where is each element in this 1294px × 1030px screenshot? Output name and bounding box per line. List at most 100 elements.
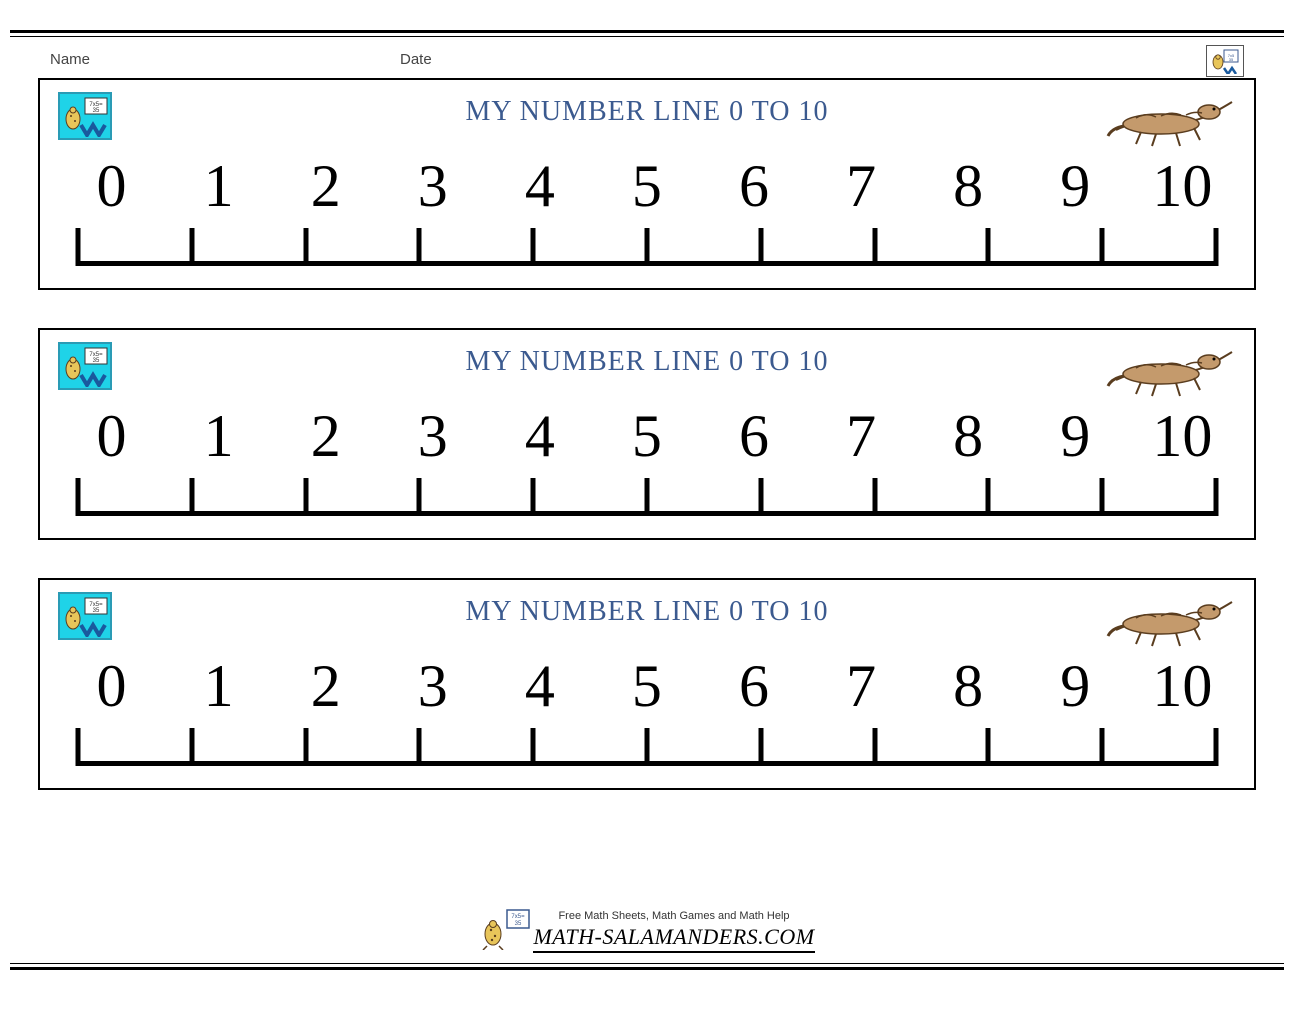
number-line-panel: 7x5= 35 MY NUMBER LINE 0 TO 10 012345678… — [38, 328, 1256, 540]
header-row: Name Date 7x5 35 — [10, 33, 1284, 78]
tick-mark — [1214, 478, 1219, 516]
tick-mark — [417, 728, 422, 766]
tick-mark — [189, 478, 194, 516]
tick-mark — [758, 728, 763, 766]
number-label: 4 — [486, 156, 593, 216]
worksheet-page: Name Date 7x5 35 7x5= 35 MY NUMBER LINE … — [10, 30, 1284, 970]
tick-mark — [1100, 478, 1105, 516]
panel-header: 7x5= 35 MY NUMBER LINE 0 TO 10 — [58, 340, 1236, 398]
number-label: 2 — [272, 656, 379, 716]
number-label: 6 — [700, 656, 807, 716]
number-label: 8 — [915, 156, 1022, 216]
number-label: 0 — [58, 656, 165, 716]
tick-mark — [1100, 728, 1105, 766]
svg-text:35: 35 — [93, 358, 100, 364]
tick-mark — [986, 228, 991, 266]
number-label: 4 — [486, 406, 593, 466]
number-label: 3 — [379, 656, 486, 716]
number-label: 5 — [593, 656, 700, 716]
tick-mark — [76, 728, 81, 766]
tick-mark — [645, 228, 650, 266]
tick-mark — [303, 228, 308, 266]
tick-mark — [986, 728, 991, 766]
tick-mark — [872, 228, 877, 266]
number-label: 10 — [1129, 156, 1236, 216]
footer: 7x5= 35 Free Math Sheets, Math Games and… — [10, 908, 1284, 955]
corner-logo-icon: 7x5 35 — [1206, 45, 1244, 77]
salamander-teacher-icon: 7x5= 35 — [58, 342, 112, 390]
panel-title: MY NUMBER LINE 0 TO 10 — [466, 340, 829, 378]
tick-mark — [531, 228, 536, 266]
panel-header: 7x5= 35 MY NUMBER LINE 0 TO 10 — [58, 90, 1236, 148]
number-line — [78, 222, 1216, 266]
panel-title: MY NUMBER LINE 0 TO 10 — [466, 590, 829, 628]
number-label: 0 — [58, 156, 165, 216]
number-label: 1 — [165, 406, 272, 466]
number-label: 5 — [593, 156, 700, 216]
tick-mark — [645, 478, 650, 516]
tick-mark — [758, 228, 763, 266]
tick-mark — [76, 478, 81, 516]
salamander-icon — [1106, 92, 1236, 157]
number-label: 2 — [272, 156, 379, 216]
tick-mark — [189, 228, 194, 266]
number-label: 7 — [808, 406, 915, 466]
tick-mark — [986, 478, 991, 516]
number-label: 4 — [486, 656, 593, 716]
salamander-icon — [1106, 592, 1236, 657]
tick-mark — [303, 478, 308, 516]
number-label: 9 — [1022, 656, 1129, 716]
number-label: 1 — [165, 156, 272, 216]
number-label: 5 — [593, 406, 700, 466]
number-label: 9 — [1022, 156, 1129, 216]
tick-mark — [189, 728, 194, 766]
tick-mark — [531, 728, 536, 766]
number-label: 10 — [1129, 656, 1236, 716]
tick-mark — [872, 478, 877, 516]
panel-title: MY NUMBER LINE 0 TO 10 — [466, 90, 829, 128]
svg-text:35: 35 — [1229, 57, 1234, 62]
tick-mark — [1214, 728, 1219, 766]
salamander-teacher-icon: 7x5= 35 — [58, 92, 112, 140]
tick-mark — [645, 728, 650, 766]
svg-text:7x5=: 7x5= — [512, 914, 526, 920]
tick-mark — [417, 478, 422, 516]
number-line-panel: 7x5= 35 MY NUMBER LINE 0 TO 10 012345678… — [38, 78, 1256, 290]
tick-mark — [872, 728, 877, 766]
tick-mark — [531, 478, 536, 516]
salamander-teacher-icon: 7x5= 35 — [58, 592, 112, 640]
number-label: 7 — [808, 156, 915, 216]
number-label: 10 — [1129, 406, 1236, 466]
tick-mark — [758, 478, 763, 516]
number-labels-row: 012345678910 — [58, 148, 1236, 222]
number-label: 6 — [700, 406, 807, 466]
number-label: 7 — [808, 656, 915, 716]
tick-mark — [76, 228, 81, 266]
svg-text:35: 35 — [93, 608, 100, 614]
number-label: 6 — [700, 156, 807, 216]
number-label: 0 — [58, 406, 165, 466]
panels-container: 7x5= 35 MY NUMBER LINE 0 TO 10 012345678… — [10, 78, 1284, 790]
number-label: 8 — [915, 406, 1022, 466]
number-label: 3 — [379, 156, 486, 216]
number-line-panel: 7x5= 35 MY NUMBER LINE 0 TO 10 012345678… — [38, 578, 1256, 790]
footer-salamander-icon: 7x5= 35 — [479, 908, 531, 950]
number-labels-row: 012345678910 — [58, 648, 1236, 722]
footer-brand: MATH-SALAMANDERS.COM — [533, 924, 814, 950]
number-label: 3 — [379, 406, 486, 466]
name-label: Name — [50, 51, 400, 68]
panel-header: 7x5= 35 MY NUMBER LINE 0 TO 10 — [58, 590, 1236, 648]
number-label: 8 — [915, 656, 1022, 716]
number-label: 2 — [272, 406, 379, 466]
tick-mark — [303, 728, 308, 766]
date-label: Date — [400, 51, 1244, 68]
salamander-icon — [1106, 342, 1236, 407]
svg-text:35: 35 — [515, 921, 522, 927]
tick-mark — [1214, 228, 1219, 266]
tick-mark — [417, 228, 422, 266]
number-label: 9 — [1022, 406, 1129, 466]
number-label: 1 — [165, 656, 272, 716]
svg-text:35: 35 — [93, 108, 100, 114]
number-line — [78, 472, 1216, 516]
tick-mark — [1100, 228, 1105, 266]
